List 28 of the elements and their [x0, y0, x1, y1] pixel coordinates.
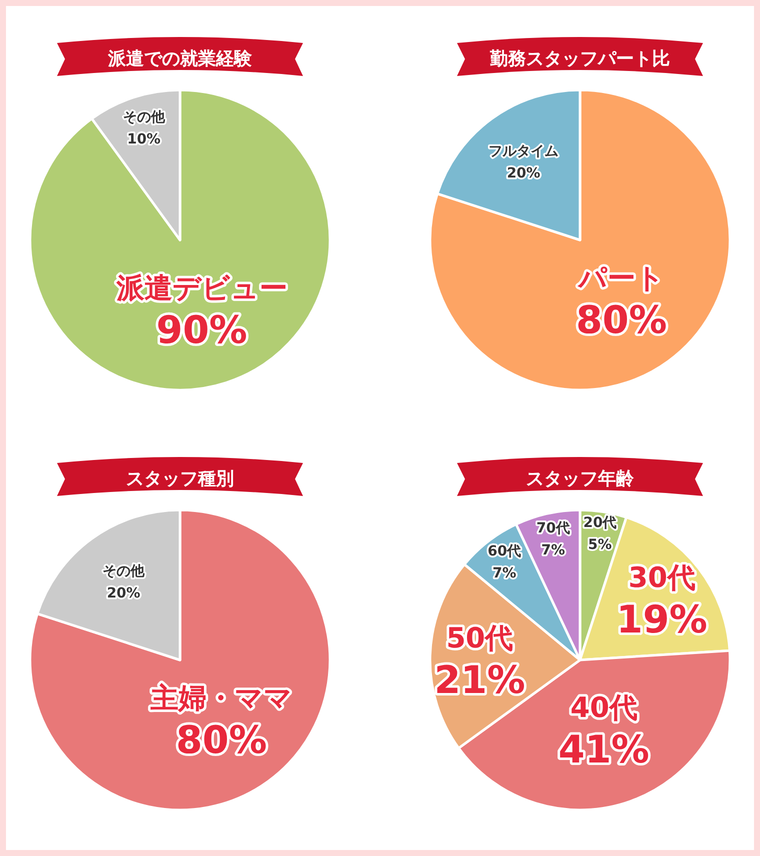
slice-label: 50代 [446, 621, 514, 654]
chart-title: 勤務スタッフパート比 [489, 48, 670, 70]
slice-label: 20代 [583, 515, 617, 532]
chart-title: 派遣での就業経験 [107, 48, 253, 70]
slice-label: その他 [122, 110, 166, 126]
data-label: 20% [506, 165, 540, 182]
slice-label: パート [576, 262, 664, 295]
chart-title: スタッフ種別 [126, 468, 234, 490]
slice-label: 40代 [570, 690, 638, 724]
data-label: 7% [541, 542, 565, 559]
slice-label: 70代 [536, 520, 570, 537]
chart-title: スタッフ年齢 [526, 468, 635, 490]
slice-label: 60代 [488, 544, 522, 560]
data-label: 80% [176, 718, 267, 762]
data-label: 5% [588, 537, 612, 554]
slice-label: フルタイム [488, 143, 559, 160]
data-label: 20% [106, 585, 140, 602]
slice-label: 30代 [628, 560, 696, 594]
slice-label: 派遣デビュー [115, 272, 288, 305]
data-label: 41% [558, 727, 650, 772]
data-label: 19% [616, 597, 708, 642]
data-label: 80% [576, 298, 667, 342]
data-label: 90% [156, 308, 248, 352]
data-label: 21% [434, 658, 526, 702]
slice-label: 主婦・ママ [149, 682, 292, 715]
slice-label: その他 [102, 563, 146, 580]
data-label: 10% [127, 132, 161, 148]
data-label: 7% [492, 566, 516, 582]
